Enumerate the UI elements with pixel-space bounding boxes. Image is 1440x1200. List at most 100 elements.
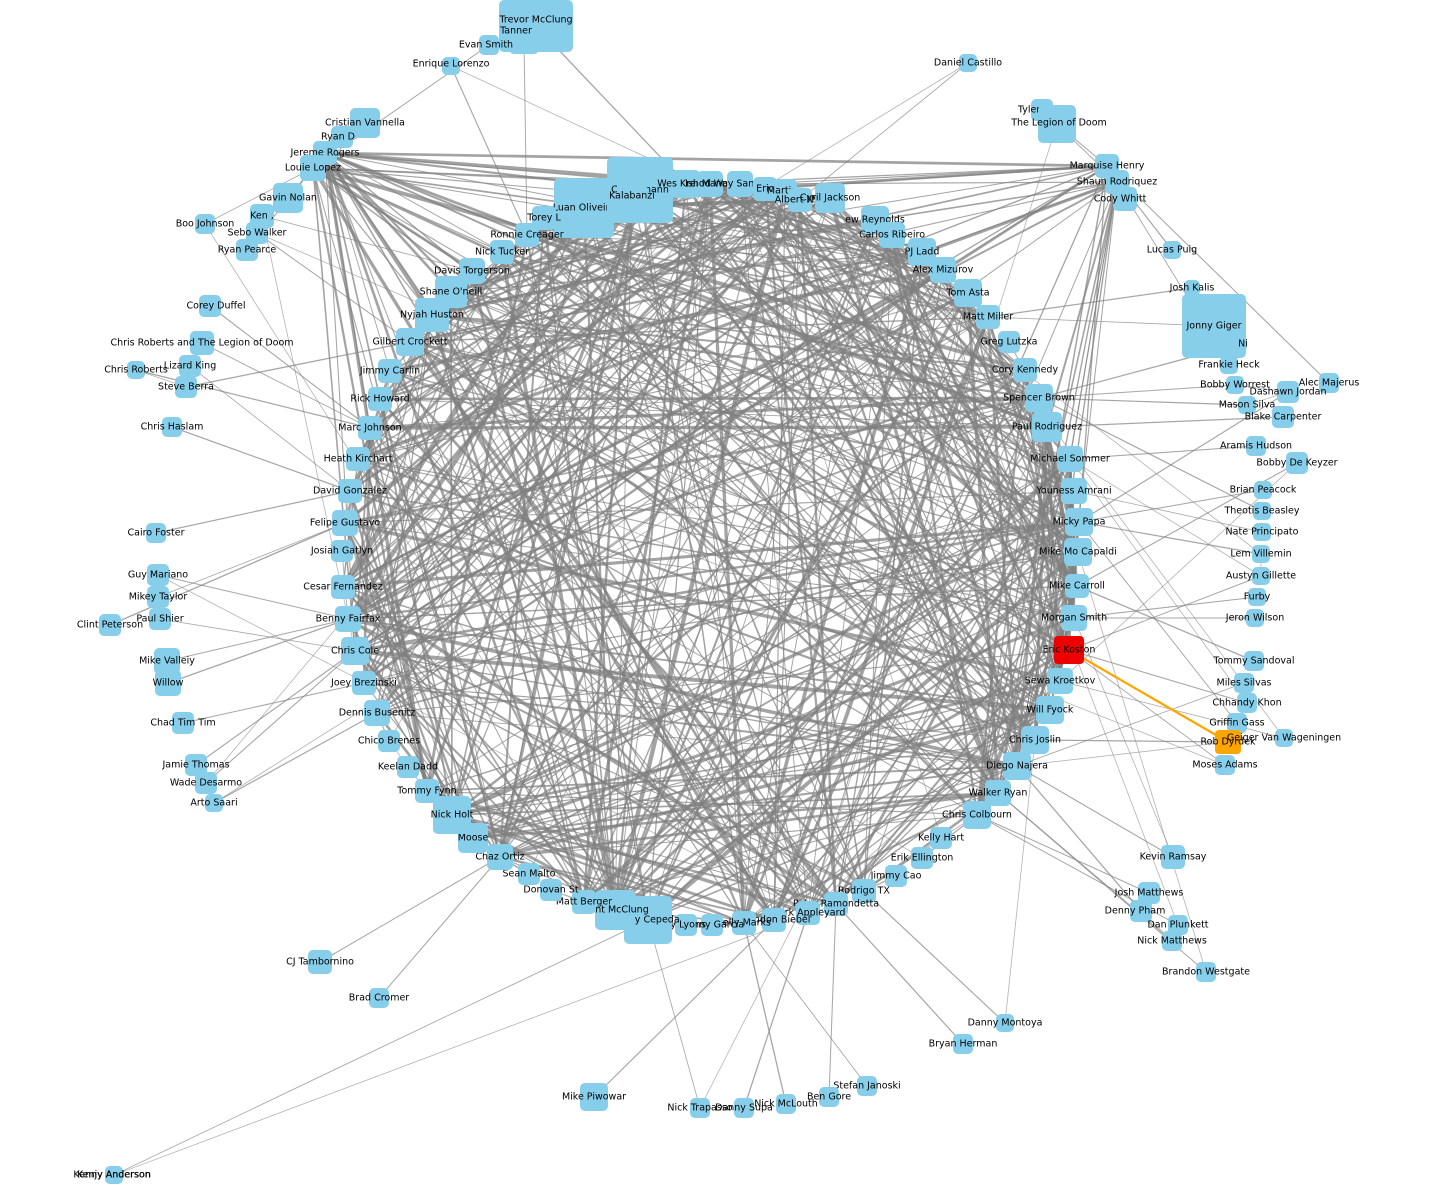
graph-node[interactable] — [727, 171, 753, 197]
graph-node[interactable] — [236, 239, 258, 261]
graph-node[interactable] — [442, 57, 460, 75]
graph-node[interactable] — [1215, 730, 1241, 754]
graph-node[interactable] — [1032, 412, 1062, 442]
graph-node[interactable] — [580, 1083, 608, 1111]
graph-node[interactable] — [1246, 609, 1264, 627]
graph-node[interactable] — [175, 376, 197, 398]
graph-node[interactable] — [352, 671, 376, 695]
graph-node[interactable] — [358, 416, 382, 440]
graph-node[interactable] — [509, 26, 539, 54]
graph-node[interactable] — [776, 1094, 796, 1114]
graph-node[interactable] — [930, 257, 956, 283]
graph-node[interactable] — [155, 670, 181, 696]
graph-node[interactable] — [1113, 187, 1137, 211]
graph-node[interactable] — [246, 222, 268, 244]
graph-node[interactable] — [1234, 673, 1254, 693]
graph-node[interactable] — [154, 648, 180, 674]
graph-node[interactable] — [595, 890, 635, 930]
graph-node[interactable] — [1065, 574, 1089, 598]
graph-node[interactable] — [368, 387, 392, 411]
graph-node[interactable] — [1162, 931, 1182, 951]
graph-node[interactable] — [1252, 567, 1270, 585]
graph-node[interactable] — [149, 608, 171, 630]
graph-node[interactable] — [1238, 396, 1256, 414]
graph-node[interactable] — [338, 479, 362, 503]
graph-node[interactable] — [998, 331, 1020, 353]
graph-node[interactable] — [1252, 545, 1270, 563]
graph-node[interactable] — [105, 1166, 123, 1184]
graph-node[interactable] — [369, 988, 389, 1008]
graph-node[interactable] — [690, 1098, 710, 1118]
graph-node[interactable] — [1253, 502, 1271, 520]
graph-node[interactable] — [1220, 356, 1238, 374]
graph-node[interactable] — [99, 614, 121, 636]
graph-node[interactable] — [1025, 384, 1053, 412]
graph-node[interactable] — [1061, 478, 1087, 504]
graph-node[interactable] — [332, 510, 358, 536]
graph-node[interactable] — [1226, 376, 1244, 394]
graph-node[interactable] — [490, 240, 514, 264]
graph-node[interactable] — [518, 863, 540, 885]
graph-node[interactable] — [954, 279, 982, 307]
graph-node[interactable] — [1168, 915, 1188, 935]
graph-node[interactable] — [1057, 446, 1083, 472]
graph-node[interactable] — [879, 222, 905, 248]
graph-node[interactable] — [179, 355, 201, 377]
graph-node[interactable] — [996, 1014, 1014, 1032]
graph-node[interactable] — [1253, 523, 1271, 541]
graph-node[interactable] — [195, 772, 217, 794]
graph-node[interactable] — [1036, 696, 1064, 724]
graph-node[interactable] — [1254, 481, 1272, 499]
graph-node[interactable] — [185, 754, 207, 776]
graph-node[interactable] — [762, 908, 786, 932]
graph-node[interactable] — [911, 847, 933, 869]
graph-node[interactable] — [1138, 882, 1160, 904]
graph-node[interactable] — [308, 950, 332, 974]
graph-node[interactable] — [195, 214, 215, 234]
graph-node[interactable] — [1163, 241, 1181, 259]
graph-node[interactable] — [796, 901, 820, 925]
graph-node[interactable] — [1021, 726, 1049, 754]
graph-node[interactable] — [1003, 752, 1031, 780]
graph-node[interactable] — [396, 328, 424, 356]
graph-node[interactable] — [346, 447, 370, 471]
graph-node[interactable] — [479, 35, 499, 55]
graph-node[interactable] — [364, 700, 390, 726]
graph-node[interactable] — [300, 155, 326, 181]
graph-node[interactable] — [1064, 538, 1092, 566]
graph-node[interactable] — [350, 108, 380, 138]
graph-node[interactable] — [732, 911, 756, 935]
graph-node[interactable] — [1277, 381, 1299, 403]
graph-node[interactable] — [963, 801, 991, 829]
graph-node[interactable] — [190, 331, 214, 355]
graph-node[interactable] — [331, 126, 353, 148]
graph-node[interactable] — [1227, 713, 1247, 733]
graph-node[interactable] — [697, 171, 723, 197]
graph-node[interactable] — [1246, 436, 1266, 456]
graph-node[interactable] — [953, 1034, 973, 1054]
graph-node[interactable] — [331, 575, 355, 599]
graph-node[interactable] — [540, 879, 562, 901]
graph-node[interactable] — [378, 730, 400, 752]
graph-node[interactable] — [675, 914, 697, 936]
graph-node[interactable] — [1233, 337, 1247, 351]
graph-node[interactable] — [532, 206, 556, 230]
graph-node[interactable] — [930, 827, 952, 849]
graph-node[interactable] — [1184, 280, 1200, 296]
graph-node[interactable] — [857, 1076, 877, 1096]
graph-node[interactable] — [341, 637, 369, 665]
graph-node[interactable] — [1038, 105, 1076, 143]
graph-node[interactable] — [199, 295, 221, 317]
graph-node[interactable] — [487, 844, 513, 870]
graph-node[interactable] — [335, 606, 361, 632]
graph-node[interactable] — [397, 756, 419, 778]
graph-node[interactable] — [788, 188, 812, 212]
graph-node[interactable] — [1130, 900, 1152, 922]
graph-node[interactable] — [1054, 636, 1084, 664]
graph-node[interactable] — [1061, 605, 1087, 631]
graph-node[interactable] — [617, 181, 647, 211]
graph-node[interactable] — [1319, 373, 1339, 393]
graph-node[interactable] — [1275, 729, 1293, 747]
graph-node[interactable] — [701, 914, 723, 936]
graph-node[interactable] — [976, 305, 1000, 329]
